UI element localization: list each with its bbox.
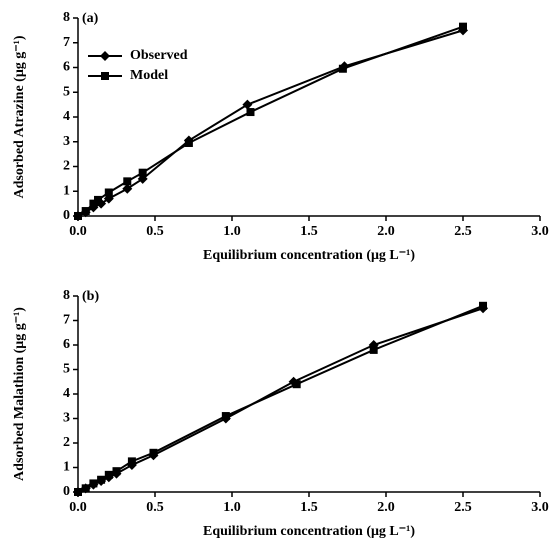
y-tick-label: 3: [63, 134, 70, 149]
marker-square: [459, 22, 467, 31]
marker-square: [89, 199, 98, 208]
x-tick-label: 1.5: [300, 224, 318, 239]
y-axis-label: Adsorbed Atrazine (μg g⁻¹): [12, 35, 27, 198]
x-tick-label: 2.0: [377, 500, 395, 515]
series-line: [77, 307, 484, 493]
x-axis-label: Equilibrium concentration (μg L⁻¹): [203, 524, 415, 539]
x-tick-label: 3.0: [531, 500, 549, 515]
y-tick-label: 4: [63, 386, 70, 401]
y-tick-label: 8: [63, 288, 70, 303]
x-tick-label: 0.5: [146, 500, 164, 515]
y-tick-label: 7: [63, 35, 70, 50]
marker-square: [338, 64, 347, 73]
y-axis-label: Adsorbed Malathion (μg g⁻¹): [12, 307, 27, 481]
marker-square: [74, 212, 82, 220]
marker-square: [123, 177, 132, 186]
marker-square: [74, 488, 82, 496]
x-tick-label: 2.5: [454, 224, 472, 239]
marker-square: [246, 108, 255, 117]
marker-square: [81, 207, 90, 216]
y-tick-label: 7: [63, 313, 70, 328]
y-tick-label: 1: [63, 460, 70, 475]
y-tick-label: 5: [63, 84, 70, 99]
marker-square: [127, 457, 136, 466]
marker-square: [479, 301, 488, 310]
y-tick-label: 1: [63, 183, 70, 198]
panel-label: (b): [82, 289, 99, 304]
marker-square: [149, 448, 158, 457]
x-tick-label: 0.0: [69, 224, 87, 239]
marker-square: [94, 195, 103, 204]
marker-diamond: [100, 51, 110, 61]
marker-square: [97, 475, 106, 484]
x-tick-label: 2.0: [377, 224, 395, 239]
marker-diamond: [242, 99, 253, 110]
marker-square: [138, 168, 147, 177]
y-tick-label: 0: [63, 484, 70, 499]
marker-square: [104, 470, 113, 479]
marker-square: [101, 72, 109, 80]
y-tick-label: 2: [63, 435, 70, 450]
y-tick-label: 8: [63, 10, 70, 25]
y-tick-label: 0: [63, 208, 70, 223]
panel-label: (a): [82, 11, 99, 26]
y-tick-label: 2: [63, 159, 70, 174]
x-tick-label: 3.0: [531, 224, 549, 239]
marker-square: [81, 484, 90, 493]
y-tick-label: 4: [63, 109, 70, 124]
x-tick-label: 0.0: [69, 500, 87, 515]
marker-square: [184, 138, 193, 147]
marker-square: [104, 188, 113, 197]
series-line: [77, 304, 484, 493]
marker-square: [89, 479, 98, 488]
x-tick-label: 1.5: [300, 500, 318, 515]
y-tick-label: 6: [63, 337, 70, 352]
y-tick-label: 3: [63, 411, 70, 426]
legend-label: Model: [130, 68, 168, 83]
x-axis-label: Equilibrium concentration (μg L⁻¹): [203, 248, 415, 263]
y-tick-label: 6: [63, 60, 70, 75]
marker-diamond: [122, 183, 133, 194]
x-tick-label: 2.5: [454, 500, 472, 515]
x-tick-label: 1.0: [223, 224, 241, 239]
marker-square: [221, 412, 230, 421]
y-tick-label: 5: [63, 362, 70, 377]
legend-label: Observed: [130, 48, 188, 63]
x-tick-label: 1.0: [223, 500, 241, 515]
marker-square: [369, 345, 378, 354]
marker-square: [292, 380, 301, 389]
x-tick-label: 0.5: [146, 224, 164, 239]
marker-square: [112, 467, 121, 476]
